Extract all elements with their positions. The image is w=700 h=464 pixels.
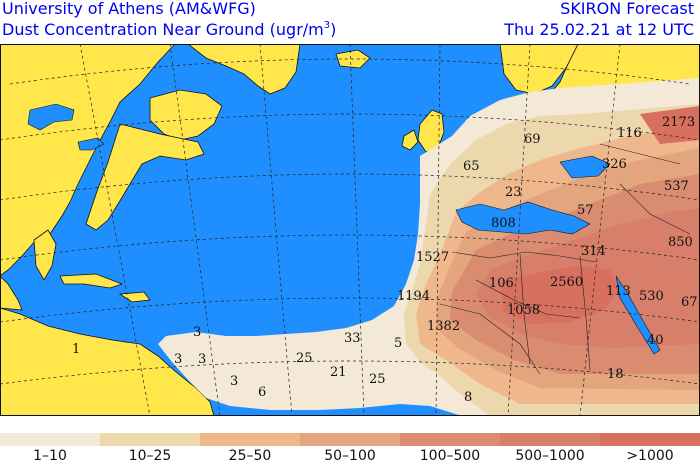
legend-swatch-10-25: [100, 433, 200, 446]
value-label: 5: [394, 336, 402, 351]
legend-label-1-10: 1–10: [33, 448, 67, 464]
country-borders: [439, 143, 691, 375]
legend-label-25-50: 25–50: [228, 448, 272, 464]
map-title: University of Athens (AM&WFG): [2, 0, 256, 18]
land-mexico: [0, 275, 23, 311]
value-label: 3: [198, 352, 206, 367]
dust-map: 69 116 2173 65 23 326 537 57 808 850 152…: [0, 44, 700, 416]
value-label: 1382: [427, 319, 460, 334]
land-newfoundland: [149, 89, 223, 141]
value-label: 2173: [662, 115, 695, 130]
value-label: 67: [681, 295, 698, 310]
legend-swatch-over-1000: [600, 433, 700, 446]
value-label: 3: [174, 352, 182, 367]
value-label: 18: [607, 367, 624, 382]
subtitle-exponent: 3: [323, 20, 331, 31]
land-greenland: [187, 44, 301, 95]
map-subtitle: Dust Concentration Near Ground (ugr/m3): [2, 21, 336, 39]
value-label: 314: [581, 244, 606, 259]
value-label: 1527: [416, 250, 449, 265]
value-label: 57: [577, 203, 594, 218]
dust-value-labels: 69 116 2173 65 23 326 537 57 808 850 152…: [72, 115, 698, 405]
land-britain: [417, 109, 445, 153]
legend-swatch-100-500: [400, 433, 500, 446]
color-legend: 1–10 10–25 25–50 50–100 100–500 500–1000…: [0, 433, 700, 464]
graticule: [0, 44, 700, 416]
value-label: 1194: [397, 289, 430, 304]
legend-label-over-1000: >1000: [626, 448, 674, 464]
value-label: 808: [491, 216, 516, 231]
value-label: 3: [230, 374, 238, 389]
value-label: 530: [639, 289, 664, 304]
land-south-america: [0, 307, 215, 416]
value-label: 113: [606, 284, 631, 299]
black-sea-outline: [559, 155, 611, 179]
legend-label-100-500: 100–500: [419, 448, 481, 464]
land-florida: [33, 229, 57, 281]
legend-label-500-1000: 500–1000: [515, 448, 585, 464]
valid-time: Thu 25.02.21 at 12 UTC: [504, 20, 694, 39]
value-label: 1: [72, 342, 80, 357]
value-label: 2560: [550, 275, 583, 290]
value-label: 40: [647, 333, 664, 348]
dust-band-over-1000: [500, 266, 620, 324]
great-lakes: [27, 103, 75, 131]
great-lakes-east: [77, 137, 105, 151]
red-sea-outline: [615, 275, 661, 355]
value-label: 65: [463, 159, 480, 174]
value-label: 106: [489, 276, 514, 291]
land-scandinavia: [499, 44, 579, 95]
land-cuba: [59, 273, 124, 289]
value-label: 8: [464, 390, 472, 405]
value-label: 33: [344, 331, 361, 346]
legend-swatch-50-100: [300, 433, 400, 446]
value-label: 23: [505, 185, 522, 200]
value-label: 25: [296, 351, 313, 366]
legend-label-50-100: 50–100: [324, 448, 376, 464]
value-label: 3: [193, 325, 201, 340]
legend-swatch-500-1000: [500, 433, 600, 446]
value-label: 1058: [507, 303, 540, 318]
legend-label-10-25: 10–25: [128, 448, 172, 464]
value-label: 25: [369, 372, 386, 387]
value-label: 69: [524, 132, 541, 147]
legend-swatch-25-50: [200, 433, 300, 446]
forecast-label: SKIRON Forecast: [560, 0, 694, 18]
subtitle-close: ): [330, 20, 337, 39]
legend-swatch-1-10: [0, 433, 100, 446]
land-north-america: [0, 44, 176, 277]
mediterranean-outline: [455, 201, 591, 235]
subtitle-text: Dust Concentration Near Ground (ugr/m: [2, 20, 324, 39]
land-east-coast: [85, 123, 205, 231]
value-label: 6: [258, 385, 266, 400]
value-label: 850: [668, 235, 693, 250]
dust-band-over-1000-east: [640, 106, 700, 144]
value-label: 21: [330, 365, 347, 380]
value-label: 116: [617, 126, 642, 141]
value-label: 326: [602, 157, 627, 172]
land-ireland: [401, 129, 419, 151]
value-label: 537: [664, 179, 689, 194]
